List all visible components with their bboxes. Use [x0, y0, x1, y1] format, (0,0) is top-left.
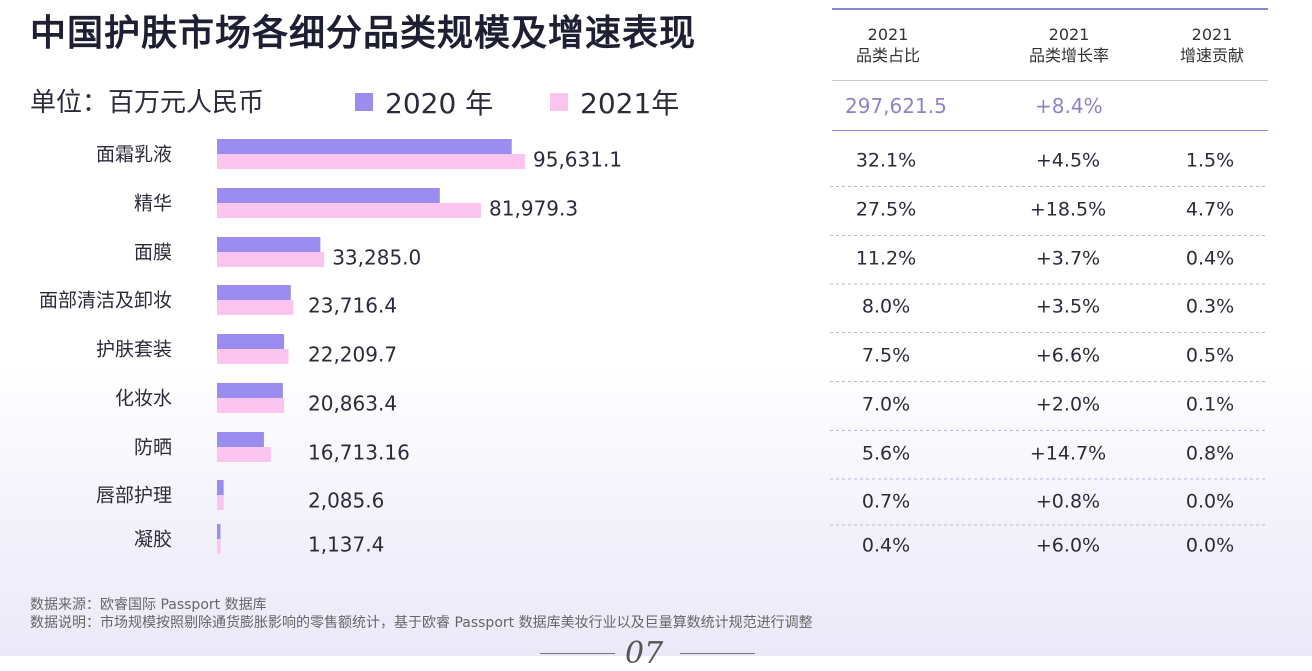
- unit-label: 单位：百万元人民币: [30, 88, 265, 118]
- total-market-growth: +8.4%: [1035, 94, 1103, 118]
- table-header-rule: [832, 80, 1268, 81]
- category-label: 唇部护理: [96, 485, 172, 507]
- bar-chart: 面霜乳液 95,631.1 32.1% +4.5% 1.5% 精华 81,979.3 27.5…: [39, 139, 1268, 557]
- bar-2020: [217, 432, 264, 447]
- footer-note: 数据说明：市场规模按照剔除通货膨胀影响的零售额统计，基于欧睿 Passport …: [30, 615, 813, 631]
- value-label: 81,979.3: [489, 197, 578, 221]
- value-label: 2,085.6: [308, 489, 384, 513]
- bar-2020: [217, 524, 221, 539]
- bar-2021: [217, 154, 525, 169]
- bar-2020: [217, 480, 224, 495]
- bar-2020: [217, 237, 321, 252]
- legend-item-2021: 2021年: [550, 82, 679, 122]
- table-cell-contribution: 0.1%: [1186, 394, 1234, 416]
- table-header-growth: 2021 品类增长率: [989, 24, 1149, 66]
- table-cell-share: 8.0%: [862, 296, 910, 318]
- bar-2021: [217, 203, 482, 218]
- bar-2020: [217, 334, 285, 349]
- page-number: 07: [625, 636, 664, 671]
- category-label: 护肤套装: [96, 339, 172, 361]
- table-cell-growth: +14.7%: [1030, 443, 1106, 465]
- table-header-contribution-year: 2021: [1191, 25, 1233, 44]
- table-cell-growth: +2.0%: [1036, 394, 1100, 416]
- value-label: 16,713.16: [308, 441, 410, 465]
- value-label: 23,716.4: [308, 294, 397, 318]
- table-cell-contribution: 4.7%: [1186, 199, 1234, 221]
- value-label: 95,631.1: [533, 148, 622, 172]
- table-cell-contribution: 0.4%: [1186, 248, 1234, 270]
- category-label: 凝胶: [134, 529, 172, 551]
- table-cell-growth: +3.7%: [1036, 248, 1100, 270]
- table-header-share-year: 2021: [867, 25, 909, 44]
- bar-2021: [217, 495, 224, 510]
- category-label: 面膜: [134, 242, 172, 264]
- table-cell-contribution: 0.0%: [1186, 535, 1234, 557]
- table-cell-share: 7.0%: [862, 394, 910, 416]
- table-cell-share: 0.4%: [862, 535, 910, 557]
- category-label: 化妆水: [115, 388, 172, 410]
- table-cell-growth: +18.5%: [1030, 199, 1106, 221]
- table-header-share: 2021 品类占比: [808, 24, 968, 66]
- table-cell-contribution: 0.0%: [1186, 491, 1234, 513]
- category-label: 防晒: [134, 437, 172, 459]
- table-top-rule: [832, 8, 1268, 10]
- table-cell-contribution: 0.8%: [1186, 443, 1234, 465]
- table-header-growth-year: 2021: [1048, 25, 1090, 44]
- category-label: 精华: [134, 193, 172, 215]
- legend-swatch-2020: [355, 93, 373, 111]
- page-number-rule-right: [680, 653, 755, 654]
- table-cell-growth: +3.5%: [1036, 296, 1100, 318]
- legend-item-2020: 2020 年: [355, 82, 493, 122]
- table-cell-growth: +6.6%: [1036, 345, 1100, 367]
- legend-swatch-2021: [550, 93, 568, 111]
- bar-2021: [217, 349, 289, 364]
- bar-2021: [217, 300, 294, 315]
- table-cell-share: 32.1%: [856, 150, 916, 172]
- legend-label-2021: 2021年: [580, 87, 680, 120]
- table-cell-contribution: 0.3%: [1186, 296, 1234, 318]
- legend-label-2020: 2020 年: [385, 87, 494, 120]
- value-label: 20,863.4: [308, 392, 397, 416]
- page-title: 中国护肤市场各细分品类规模及增速表现: [30, 13, 697, 54]
- footer: 数据来源：欧睿国际 Passport 数据库 数据说明：市场规模按照剔除通货膨胀…: [30, 596, 813, 632]
- footer-source: 数据来源：欧睿国际 Passport 数据库: [30, 597, 267, 613]
- bar-2021: [217, 447, 271, 462]
- table-cell-share: 5.6%: [862, 443, 910, 465]
- table-total-rule: [832, 130, 1268, 131]
- bar-2021: [217, 539, 221, 554]
- page-number-rule-left: [540, 653, 615, 654]
- table-cell-contribution: 1.5%: [1186, 150, 1234, 172]
- bar-2021: [217, 252, 325, 267]
- total-market-value: 297,621.5: [845, 94, 947, 118]
- table-header-share-label: 品类占比: [855, 46, 920, 65]
- table-header-contribution: 2021 增速贡献: [1132, 24, 1292, 66]
- table-cell-share: 7.5%: [862, 345, 910, 367]
- value-label: 33,285.0: [332, 246, 421, 270]
- value-label: 22,209.7: [308, 343, 397, 367]
- bar-2020: [217, 139, 512, 154]
- table-cell-share: 27.5%: [856, 199, 916, 221]
- table-cell-growth: +6.0%: [1036, 535, 1100, 557]
- table-header-contribution-label: 增速贡献: [1179, 46, 1244, 65]
- bar-2020: [217, 383, 283, 398]
- table-cell-growth: +4.5%: [1036, 150, 1100, 172]
- table-header-growth-label: 品类增长率: [1028, 46, 1109, 65]
- table-cell-share: 0.7%: [862, 491, 910, 513]
- table-cell-growth: +0.8%: [1036, 491, 1100, 513]
- category-label: 面部清洁及卸妆: [39, 290, 172, 312]
- table-cell-contribution: 0.5%: [1186, 345, 1234, 367]
- bar-2020: [217, 188, 440, 203]
- bar-2021: [217, 398, 285, 413]
- category-label: 面霜乳液: [96, 144, 172, 166]
- bar-2020: [217, 285, 291, 300]
- table-cell-share: 11.2%: [856, 248, 916, 270]
- value-label: 1,137.4: [308, 533, 384, 557]
